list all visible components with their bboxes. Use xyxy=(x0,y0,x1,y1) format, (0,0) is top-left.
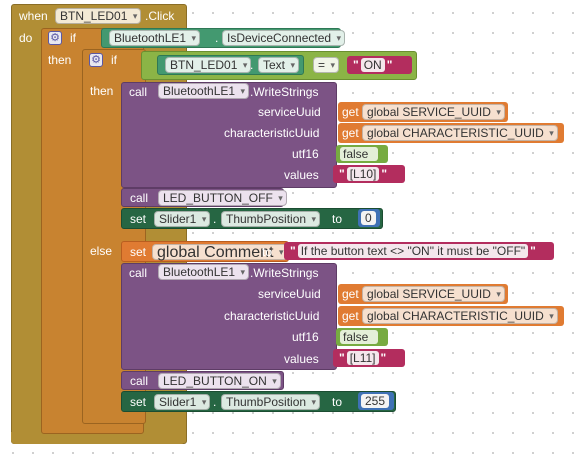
get-keyword: get xyxy=(342,126,359,140)
false-logic-block[interactable]: false xyxy=(336,145,388,163)
number-zero-block[interactable]: 0 xyxy=(358,209,380,227)
then-inner-label: then xyxy=(90,84,114,98)
get-service-uuid-block[interactable]: get global SERVICE_UUID xyxy=(338,284,508,304)
event-component-dropdown[interactable]: BTN_LED01 xyxy=(55,8,142,24)
dot-separator: . xyxy=(250,58,254,72)
procedure-dropdown[interactable]: LED_BUTTON_ON xyxy=(158,373,281,389)
procedure-dropdown[interactable]: LED_BUTTON_OFF xyxy=(158,190,287,206)
number-255-value[interactable]: 255 xyxy=(361,394,390,408)
values-string-block[interactable]: " [L10] " xyxy=(333,165,405,183)
method-label: .WriteStrings xyxy=(250,85,319,99)
param-label-characteristic-uuid: characteristicUuid xyxy=(224,126,320,140)
call-component-dropdown[interactable]: BluetoothLE1 xyxy=(158,83,250,99)
call-label: call xyxy=(130,374,149,388)
values-string-value[interactable]: [L11] xyxy=(346,351,379,365)
is-device-connected-block[interactable]: BluetoothLE1 . IsDeviceConnected xyxy=(101,28,346,48)
service-uuid-variable-dropdown[interactable]: global SERVICE_UUID xyxy=(362,286,505,302)
number-zero-value[interactable]: 0 xyxy=(361,211,376,225)
set-slider-thumb-block[interactable]: set Slider1 . ThumbPosition to xyxy=(121,208,383,229)
do-label: do xyxy=(19,31,33,45)
get-keyword: get xyxy=(342,309,359,323)
set-label: set xyxy=(130,395,147,409)
false-value-dropdown[interactable]: false xyxy=(340,147,379,161)
thumb-position-dropdown[interactable]: ThumbPosition xyxy=(221,394,321,410)
comment-string-block[interactable]: " If the button text <> "ON" it must be "… xyxy=(284,242,554,260)
btn-text-getter-block[interactable]: BTN_LED01 . Text xyxy=(157,55,304,75)
if-outer-keyword: if xyxy=(70,31,76,45)
param-label-values: values xyxy=(284,168,319,182)
param-label-service-uuid: serviceUuid xyxy=(258,287,321,301)
characteristic-uuid-variable-dropdown[interactable]: global CHARACTERISTIC_UUID xyxy=(362,125,558,141)
event-block-bottom-cap xyxy=(11,432,185,444)
dot-separator: . xyxy=(213,212,217,226)
thumb-position-dropdown[interactable]: ThumbPosition xyxy=(221,211,321,227)
call-component-dropdown[interactable]: BluetoothLE1 xyxy=(158,264,250,280)
write-strings-call-block-else[interactable] xyxy=(121,263,337,370)
param-label-utf16: utf16 xyxy=(292,147,319,161)
slider-component-dropdown[interactable]: Slider1 xyxy=(154,211,211,227)
btn-component-dropdown[interactable]: BTN_LED01 xyxy=(165,57,252,73)
to-label: to xyxy=(332,212,343,226)
call-label: call xyxy=(129,85,148,99)
to-label: to xyxy=(332,395,343,409)
param-label-utf16: utf16 xyxy=(292,330,319,344)
when-label: when xyxy=(19,9,48,23)
method-label: .WriteStrings xyxy=(250,266,319,280)
number-255-block[interactable]: 255 xyxy=(358,392,394,410)
on-string-value[interactable]: ON xyxy=(360,58,385,72)
then-outer-label: then xyxy=(48,53,72,67)
param-label-service-uuid: serviceUuid xyxy=(258,105,321,119)
set-label: set xyxy=(130,212,147,226)
get-characteristic-uuid-block[interactable]: get global CHARACTERISTIC_UUID xyxy=(338,123,564,143)
else-label: else xyxy=(90,244,113,258)
param-label-characteristic-uuid: characteristicUuid xyxy=(224,309,320,323)
dot-separator: . xyxy=(215,31,219,45)
bluetooth-component-dropdown[interactable]: BluetoothLE1 xyxy=(109,30,201,46)
gear-icon-inner[interactable]: ⚙ xyxy=(89,53,103,67)
global-comment-dropdown[interactable]: global Comment xyxy=(152,244,288,261)
text-property-dropdown[interactable]: Text xyxy=(258,57,300,73)
on-string-block[interactable]: " ON " xyxy=(347,56,412,74)
call-led-button-off-block[interactable]: call LED_BUTTON_OFF xyxy=(121,188,287,207)
set-label: set xyxy=(130,245,147,259)
get-service-uuid-block[interactable]: get global SERVICE_UUID xyxy=(338,102,508,122)
write-strings-call-block[interactable] xyxy=(121,82,337,188)
param-label-values: values xyxy=(284,352,319,366)
gear-icon[interactable]: ⚙ xyxy=(48,31,62,45)
values-string-value[interactable]: [L10] xyxy=(346,167,380,181)
operator-dropdown[interactable]: = xyxy=(313,57,340,73)
call-label: call xyxy=(129,266,148,280)
false-logic-block[interactable]: false xyxy=(336,328,388,346)
get-characteristic-uuid-block[interactable]: get global CHARACTERISTIC_UUID xyxy=(338,306,564,326)
is-device-connected-dropdown[interactable]: IsDeviceConnected xyxy=(222,30,346,46)
set-slider-thumb-block[interactable]: set Slider1 . ThumbPosition to xyxy=(121,391,396,412)
slider-component-dropdown[interactable]: Slider1 xyxy=(154,394,211,410)
if-inner-keyword: if xyxy=(111,53,117,67)
false-value-dropdown[interactable]: false xyxy=(340,330,379,344)
call-led-button-on-block[interactable]: call LED_BUTTON_ON xyxy=(121,371,284,390)
characteristic-uuid-variable-dropdown[interactable]: global CHARACTERISTIC_UUID xyxy=(362,308,558,324)
get-keyword: get xyxy=(342,105,359,119)
comment-string-value[interactable]: If the button text <> "ON" it must be "O… xyxy=(297,244,529,258)
values-string-block[interactable]: " [L11] " xyxy=(333,349,405,367)
call-label: call xyxy=(130,191,149,205)
event-name-label: .Click xyxy=(145,9,175,23)
dot-separator: . xyxy=(213,395,217,409)
get-keyword: get xyxy=(342,287,359,301)
to-label: to xyxy=(262,245,273,259)
set-global-comment-block[interactable]: set global Comment to xyxy=(121,241,289,262)
service-uuid-variable-dropdown[interactable]: global SERVICE_UUID xyxy=(362,104,505,120)
